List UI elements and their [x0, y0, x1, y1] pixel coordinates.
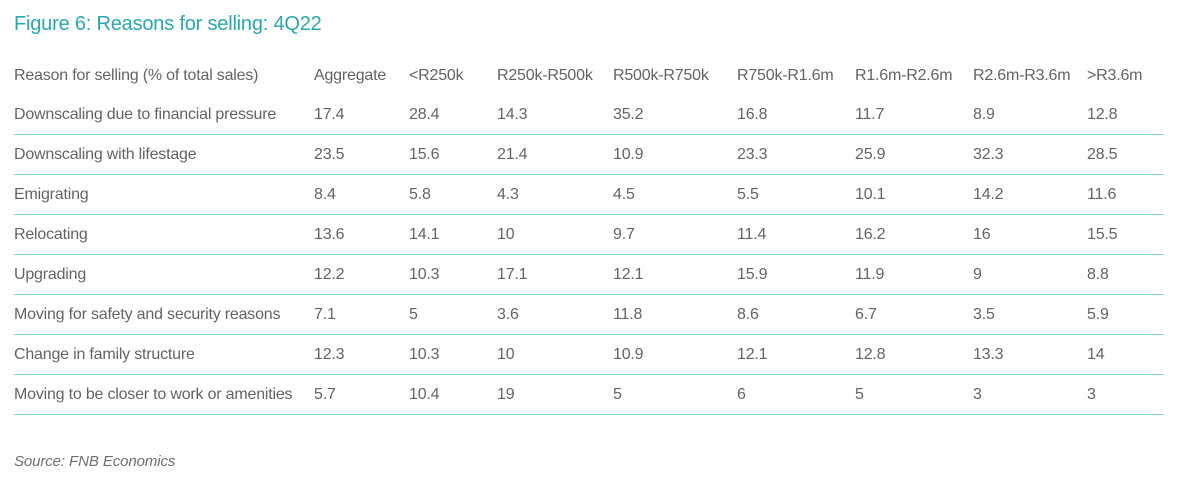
table-row: Relocating 13.6 14.1 10 9.7 11.4 16.2 16…: [14, 214, 1164, 255]
table-cell: 8.8: [1087, 254, 1164, 295]
table-row: Change in family structure 12.3 10.3 10 …: [14, 334, 1164, 375]
column-header-r1-6m-r2-6m: R1.6m-R2.6m: [855, 66, 953, 84]
table-cell: 13.3: [973, 334, 1087, 375]
figure-title: Figure 6: Reasons for selling: 4Q22: [14, 13, 322, 35]
table-row: Downscaling due to financial pressure 17…: [14, 95, 1164, 135]
table-cell: 17.4: [314, 95, 409, 135]
table-row: Downscaling with lifestage 23.5 15.6 21.…: [14, 134, 1164, 175]
row-label: Change in family structure: [14, 334, 314, 375]
table-cell: 28.4: [409, 95, 497, 135]
table-cell: 12.1: [737, 334, 855, 375]
table-cell: 16.8: [737, 95, 855, 135]
table-cell: 10.1: [855, 174, 973, 215]
table-cell: 10.3: [409, 334, 497, 375]
table-cell: 6: [737, 374, 855, 415]
column-header-lt-r250k: <R250k: [409, 66, 464, 84]
row-label: Downscaling due to financial pressure: [14, 95, 314, 135]
column-header-gt-r3-6m: >R3.6m: [1087, 66, 1143, 84]
column-header-r2-6m-r3-6m: R2.6m-R3.6m: [973, 66, 1071, 84]
table-cell: 12.8: [1087, 95, 1164, 135]
table-cell: 10.4: [409, 374, 497, 415]
column-header-r250k-r500k: R250k-R500k: [497, 66, 593, 84]
table-cell: 5: [409, 294, 497, 335]
table-cell: 8.9: [973, 95, 1087, 135]
table-cell: 12.8: [855, 334, 973, 375]
table-cell: 16.2: [855, 214, 973, 255]
row-label: Upgrading: [14, 254, 314, 295]
table-cell: 14.2: [973, 174, 1087, 215]
table-cell: 15.5: [1087, 214, 1164, 255]
table-cell: 10.9: [613, 334, 737, 375]
table-cell: 3.5: [973, 294, 1087, 335]
table-row: Moving to be closer to work or amenities…: [14, 374, 1164, 415]
table-cell: 8.6: [737, 294, 855, 335]
table-cell: 5.9: [1087, 294, 1164, 335]
row-label: Moving to be closer to work or amenities: [14, 374, 314, 415]
table-cell: 5: [613, 374, 737, 415]
table-cell: 11.9: [855, 254, 973, 295]
table-cell: 5.5: [737, 174, 855, 215]
row-label: Relocating: [14, 214, 314, 255]
table-cell: 5.8: [409, 174, 497, 215]
table-cell: 28.5: [1087, 134, 1164, 175]
table-cell: 11.8: [613, 294, 737, 335]
table-cell: 13.6: [314, 214, 409, 255]
table-cell: 19: [497, 374, 613, 415]
table-cell: 3.6: [497, 294, 613, 335]
table-cell: 32.3: [973, 134, 1087, 175]
table-cell: 35.2: [613, 95, 737, 135]
table-cell: 25.9: [855, 134, 973, 175]
table-cell: 15.6: [409, 134, 497, 175]
column-header-reason: Reason for selling (% of total sales): [14, 66, 259, 84]
reasons-for-selling-table: Reason for selling (% of total sales) Ag…: [14, 56, 1164, 415]
table-cell: 4.5: [613, 174, 737, 215]
table-cell: 10: [497, 334, 613, 375]
table-cell: 11.4: [737, 214, 855, 255]
row-label: Emigrating: [14, 174, 314, 215]
table-cell: 23.5: [314, 134, 409, 175]
source-note: Source: FNB Economics: [14, 453, 176, 470]
table-cell: 10: [497, 214, 613, 255]
table-cell: 8.4: [314, 174, 409, 215]
table-cell: 11.7: [855, 95, 973, 135]
table-cell: 5.7: [314, 374, 409, 415]
table-cell: 10.9: [613, 134, 737, 175]
row-label: Moving for safety and security reasons: [14, 294, 314, 335]
table-cell: 12.1: [613, 254, 737, 295]
table-cell: 6.7: [855, 294, 973, 335]
table-cell: 12.3: [314, 334, 409, 375]
table-cell: 11.6: [1087, 174, 1164, 215]
table-cell: 14: [1087, 334, 1164, 375]
table-cell: 17.1: [497, 254, 613, 295]
table-cell: 9.7: [613, 214, 737, 255]
table-cell: 14.3: [497, 95, 613, 135]
header-row: Reason for selling (% of total sales) Ag…: [14, 56, 1164, 95]
row-label: Downscaling with lifestage: [14, 134, 314, 175]
table-cell: 12.2: [314, 254, 409, 295]
column-header-aggregate: Aggregate: [314, 66, 387, 84]
table-cell: 9: [973, 254, 1087, 295]
table-row: Moving for safety and security reasons 7…: [14, 294, 1164, 335]
table-cell: 4.3: [497, 174, 613, 215]
table-cell: 14.1: [409, 214, 497, 255]
table-cell: 5: [855, 374, 973, 415]
table-cell: 10.3: [409, 254, 497, 295]
table-cell: 7.1: [314, 294, 409, 335]
table-row: Upgrading 12.2 10.3 17.1 12.1 15.9 11.9 …: [14, 254, 1164, 295]
table-cell: 16: [973, 214, 1087, 255]
column-header-r500k-r750k: R500k-R750k: [613, 66, 709, 84]
column-header-r750k-r1-6m: R750k-R1.6m: [737, 66, 834, 84]
table-cell: 21.4: [497, 134, 613, 175]
table-cell: 3: [973, 374, 1087, 415]
table-cell: 15.9: [737, 254, 855, 295]
table-cell: 3: [1087, 374, 1164, 415]
table-cell: 23.3: [737, 134, 855, 175]
table-row: Emigrating 8.4 5.8 4.3 4.5 5.5 10.1 14.2…: [14, 174, 1164, 215]
